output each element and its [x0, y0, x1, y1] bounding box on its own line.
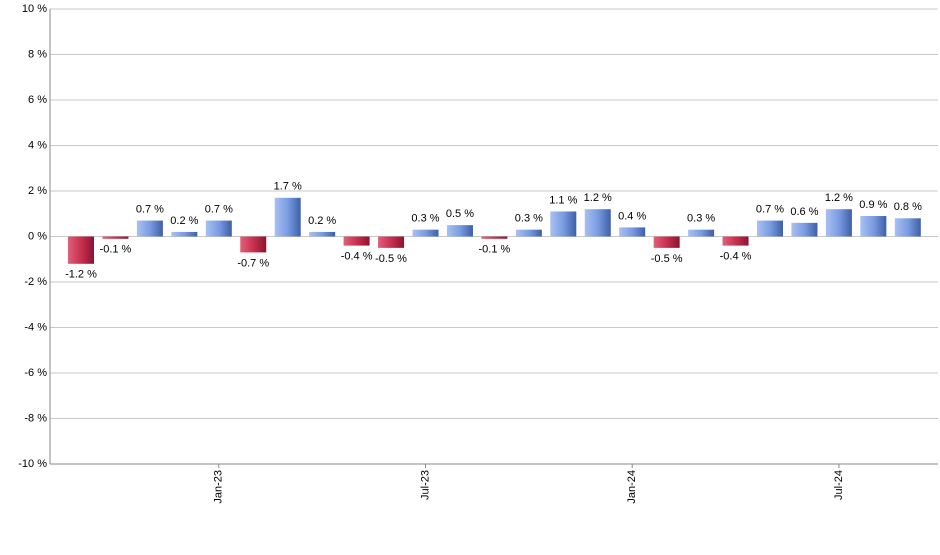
bar	[860, 216, 887, 237]
value-label: -1.2 %	[65, 269, 97, 281]
value-label: 0.7 %	[136, 203, 164, 215]
y-tick-label: 10 %	[22, 3, 47, 15]
y-tick-label: -8 %	[24, 412, 47, 424]
bar	[378, 236, 405, 248]
bar	[791, 222, 818, 237]
value-label: -0.1 %	[479, 244, 511, 256]
value-label: -0.5 %	[651, 253, 683, 265]
bar	[446, 225, 473, 237]
y-tick-label: 6 %	[28, 94, 47, 106]
bar	[584, 209, 611, 237]
bar	[688, 229, 715, 237]
value-label: -0.5 %	[375, 253, 407, 265]
value-label: 0.5 %	[446, 208, 474, 220]
bar	[240, 236, 267, 253]
bar	[412, 229, 439, 237]
bar	[825, 209, 852, 237]
bar	[136, 220, 163, 237]
value-label: 0.4 %	[618, 210, 646, 222]
value-label: -0.1 %	[100, 244, 132, 256]
y-tick-label: -10 %	[18, 458, 47, 470]
x-tick-label: Jul-23	[419, 470, 431, 500]
y-tick-label: 0 %	[28, 230, 47, 242]
value-label: 0.2 %	[170, 215, 198, 227]
y-tick-label: 2 %	[28, 185, 47, 197]
bar	[343, 236, 370, 246]
value-label: 0.9 %	[859, 199, 887, 211]
y-tick-label: 4 %	[28, 139, 47, 151]
value-label: 1.1 %	[549, 194, 577, 206]
bar	[481, 236, 508, 239]
y-tick-label: -4 %	[24, 321, 47, 333]
value-label: 1.2 %	[584, 192, 612, 204]
value-label: 0.3 %	[411, 213, 439, 225]
bar	[619, 227, 646, 237]
value-label: 0.2 %	[308, 215, 336, 227]
bar	[894, 218, 921, 237]
value-label: 0.3 %	[515, 213, 543, 225]
value-label: 0.3 %	[687, 213, 715, 225]
value-label: 0.6 %	[790, 206, 818, 218]
bar	[653, 236, 680, 248]
x-tick-label: Jan-24	[626, 470, 638, 504]
value-label: -0.4 %	[720, 251, 752, 263]
bar	[515, 229, 542, 237]
bar	[205, 220, 232, 237]
value-label: 0.8 %	[894, 201, 922, 213]
value-label: 0.7 %	[205, 203, 233, 215]
bar	[757, 220, 783, 237]
value-label: -0.7 %	[237, 257, 269, 269]
value-label: 1.2 %	[825, 192, 853, 204]
bar	[102, 236, 129, 239]
bar	[550, 211, 577, 237]
y-tick-label: -6 %	[24, 367, 47, 379]
x-tick-label: Jan-23	[213, 470, 225, 504]
bar	[68, 236, 94, 264]
bar	[274, 197, 301, 237]
bar	[171, 231, 198, 237]
value-label: 0.7 %	[756, 203, 784, 215]
y-tick-label: 8 %	[28, 48, 47, 60]
bar	[722, 236, 749, 246]
bar	[309, 231, 336, 237]
y-tick-label: -2 %	[24, 276, 47, 288]
value-label: 1.7 %	[274, 181, 302, 193]
x-tick-label: Jul-24	[833, 470, 845, 500]
value-label: -0.4 %	[341, 251, 373, 263]
